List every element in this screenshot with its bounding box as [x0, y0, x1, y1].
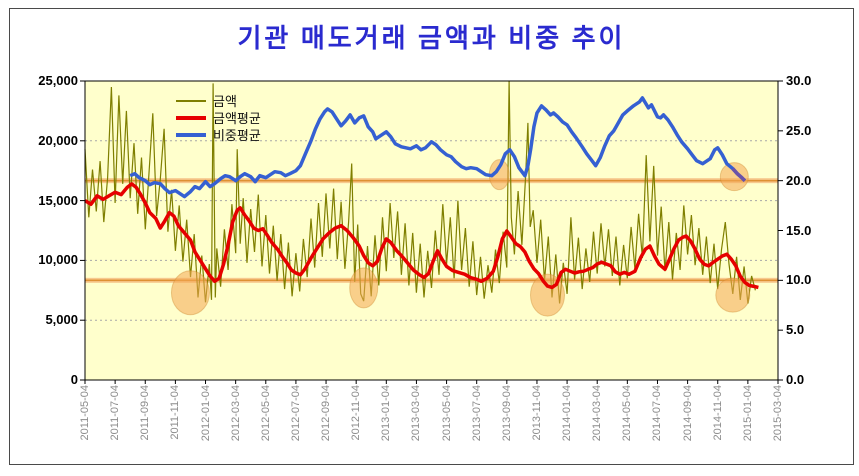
x-axis-label: 2013-05-04 — [440, 385, 453, 442]
highlight-circle — [170, 270, 210, 316]
x-axis-label: 2014-03-04 — [591, 385, 604, 442]
x-axis-label: 2012-07-04 — [289, 385, 302, 442]
highlight-circle — [719, 162, 749, 192]
legend-item: 금액 — [176, 92, 261, 109]
legend-item: 비중평균 — [176, 126, 261, 143]
legend-swatch-line — [176, 99, 206, 102]
x-axis-label: 2012-09-04 — [320, 385, 333, 442]
left-axis-label: 10,000 — [38, 252, 78, 268]
left-axis-label: 15,000 — [38, 192, 78, 208]
x-axis-label: 2011-11-04 — [169, 385, 182, 440]
x-axis-label: 2011-07-04 — [109, 385, 122, 441]
left-axis-label: 20,000 — [38, 132, 78, 148]
x-axis-label: 2013-07-04 — [470, 385, 483, 442]
x-axis-label: 2013-03-04 — [410, 385, 423, 442]
highlight-circle — [349, 267, 379, 309]
right-axis-label: 30.0 — [786, 73, 812, 88]
series-amount — [84, 80, 756, 304]
x-axis-label: 2011-05-04 — [79, 385, 91, 441]
x-axis-label: 2014-11-04 — [711, 385, 724, 441]
right-axis-label: 20.0 — [786, 172, 812, 188]
series-ratio-end-segment — [731, 167, 747, 182]
left-axis-label: 0 — [70, 372, 78, 387]
legend-label: 비중평균 — [213, 128, 261, 143]
legend-swatch-line — [176, 115, 206, 120]
x-axis-label: 2014-07-04 — [651, 385, 664, 442]
x-axis-label: 2014-05-04 — [621, 385, 634, 442]
right-axis-label: 5.0 — [786, 322, 805, 338]
chart-title: 기관 매도거래 금액과 비중 추이 — [237, 24, 626, 53]
x-axis-label: 2012-01-04 — [199, 385, 212, 442]
right-axis-label: 0.0 — [786, 372, 805, 387]
x-axis-label: 2015-03-04 — [772, 385, 784, 442]
right-axis-label: 25.0 — [786, 122, 812, 138]
x-axis-label: 2012-05-04 — [259, 385, 272, 442]
right-axis-label: 15.0 — [786, 222, 812, 238]
x-axis-label: 2011-09-04 — [139, 385, 152, 441]
left-axis-label: 25,000 — [38, 73, 78, 88]
series-ratio-avg — [129, 96, 747, 199]
left-axis-label: 5,000 — [45, 312, 78, 328]
legend-label: 금액평균 — [213, 111, 261, 126]
x-axis-label: 2012-11-04 — [350, 385, 363, 441]
series-amount-avg — [84, 182, 759, 290]
legend-swatch-line — [176, 132, 206, 137]
x-axis-label: 2012-03-04 — [229, 385, 242, 442]
x-axis-label: 2015-01-04 — [741, 385, 754, 442]
x-axis-label: 2014-09-04 — [681, 385, 694, 442]
right-axis-label: 10.0 — [786, 272, 812, 288]
x-axis-label: 2013-01-04 — [380, 385, 393, 442]
legend-label: 금액 — [213, 94, 237, 109]
x-axis-label: 2013-09-04 — [500, 385, 513, 442]
highlight-circle — [715, 277, 751, 313]
reference-band-core — [85, 179, 778, 182]
x-axis-label: 2013-11-04 — [530, 385, 543, 441]
legend-item: 금액평균 — [176, 109, 261, 126]
x-axis-label: 2014-01-04 — [561, 385, 574, 442]
